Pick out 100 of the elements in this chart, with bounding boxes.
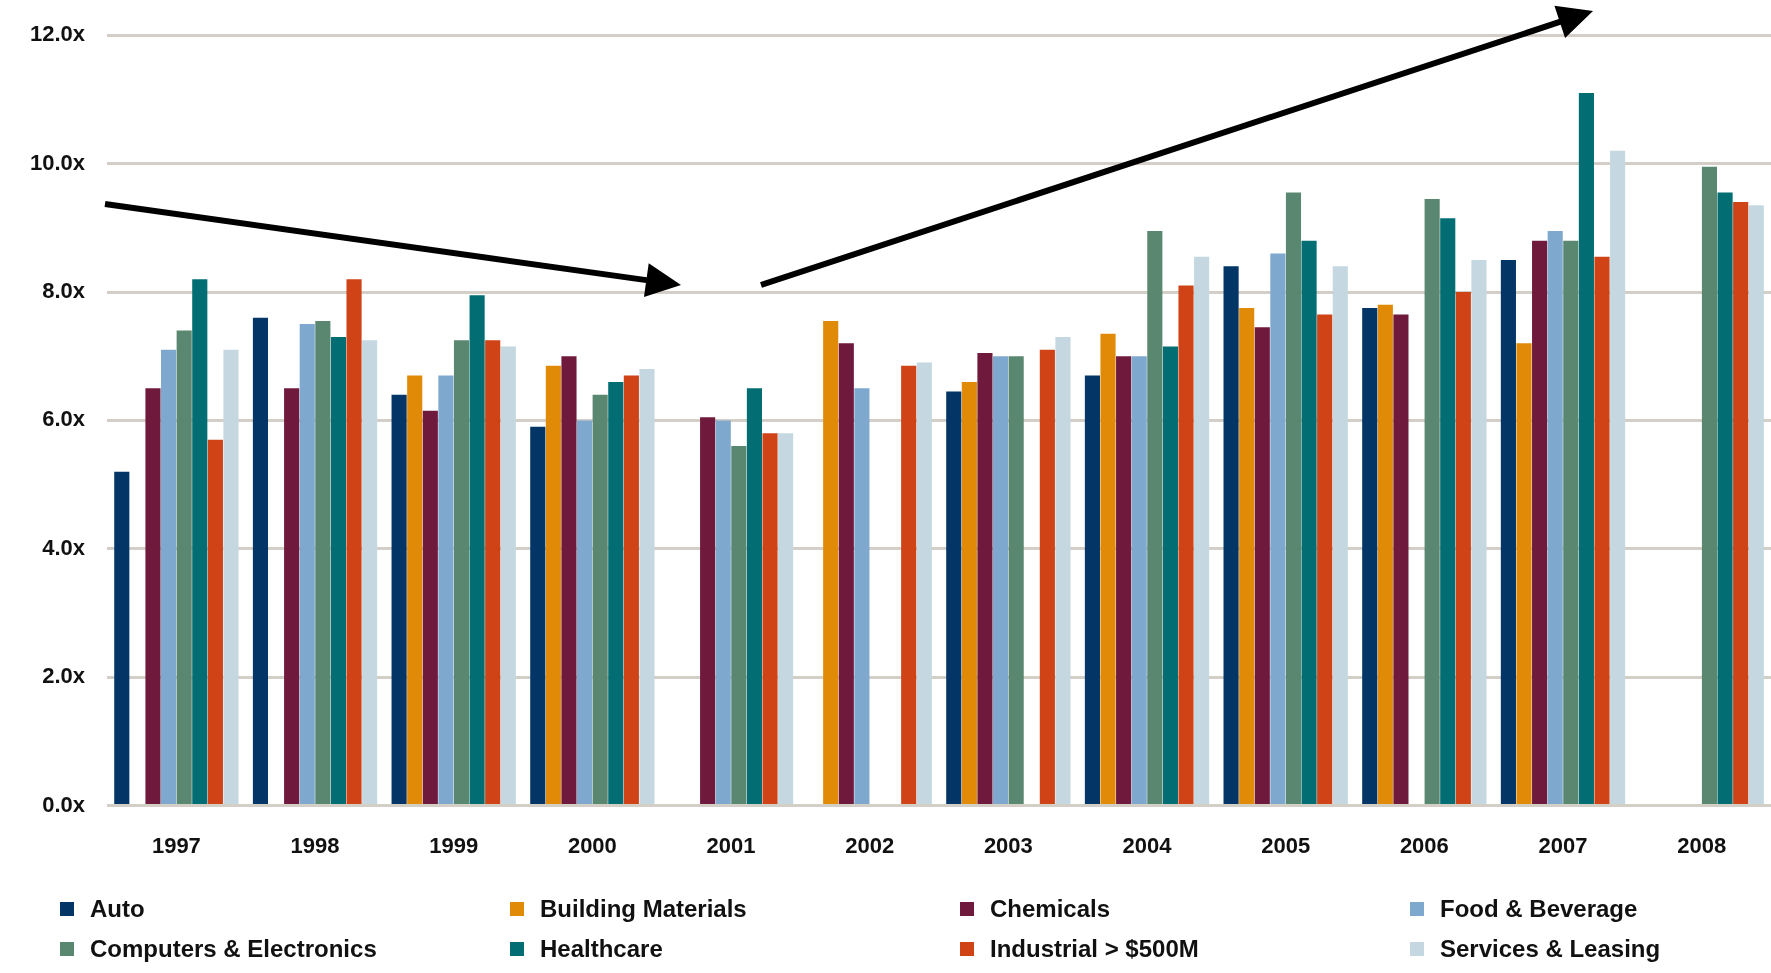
bar — [1317, 314, 1333, 805]
bar — [1131, 356, 1147, 805]
bar — [700, 417, 716, 805]
bar — [1008, 356, 1024, 805]
bar — [192, 279, 208, 805]
bar — [1084, 375, 1100, 805]
x-tick-label: 1999 — [429, 832, 479, 858]
bar — [639, 369, 655, 805]
bar — [500, 346, 516, 805]
bar — [1516, 343, 1532, 805]
bar — [330, 336, 347, 805]
bar — [1147, 231, 1163, 805]
bar — [1377, 304, 1393, 805]
bar — [1332, 266, 1348, 805]
bar — [1532, 240, 1548, 805]
bar — [362, 340, 378, 805]
bar — [1455, 292, 1471, 805]
bar — [1239, 308, 1255, 805]
legend-label: Chemicals — [990, 895, 1111, 923]
bar — [485, 340, 501, 805]
legend-label: Healthcare — [540, 935, 663, 963]
bar — [1362, 308, 1378, 805]
bar — [1285, 192, 1302, 805]
legend-label: Food & Beverage — [1440, 895, 1638, 923]
bar — [346, 279, 362, 805]
bar — [453, 340, 470, 805]
bar — [946, 391, 962, 805]
bar — [315, 320, 331, 805]
bar — [715, 420, 731, 805]
y-tick-label: 10.0x — [29, 149, 86, 175]
bar — [1547, 231, 1563, 805]
legend-label: Building Materials — [540, 895, 747, 923]
x-tick-label: 2007 — [1538, 832, 1588, 858]
bar — [161, 349, 177, 805]
bar — [1440, 218, 1456, 805]
x-tick-label: 1997 — [151, 832, 201, 858]
bar — [469, 295, 485, 805]
bar — [1270, 253, 1286, 805]
legend-label: Services & Leasing — [1440, 935, 1661, 963]
bar — [977, 352, 993, 805]
bar — [577, 420, 593, 805]
bar — [1039, 349, 1055, 805]
bar — [1471, 259, 1487, 805]
bar — [1717, 192, 1733, 805]
legend-label: Industrial > $500M — [990, 935, 1199, 963]
bar — [252, 317, 269, 805]
bar — [1301, 240, 1317, 805]
bar — [176, 330, 192, 805]
bar — [916, 362, 932, 805]
bar — [545, 365, 561, 805]
y-tick-label: 8.0x — [42, 278, 86, 304]
bar — [1100, 333, 1116, 805]
y-tick-label: 4.0x — [42, 534, 86, 560]
bar — [901, 365, 917, 805]
bar — [1733, 202, 1749, 805]
legend-label: Computers & Electronics — [90, 935, 377, 963]
bar — [1055, 336, 1071, 805]
bar — [1162, 346, 1178, 805]
bar — [114, 471, 130, 805]
bar — [207, 439, 223, 805]
x-tick-label: 2004 — [1122, 832, 1173, 858]
bar — [778, 433, 794, 805]
bar — [145, 388, 161, 805]
x-tick-label: 2005 — [1261, 832, 1311, 858]
bar — [608, 381, 624, 805]
bar — [1194, 256, 1210, 805]
y-tick-label: 12.0x — [29, 21, 86, 47]
bar — [223, 349, 239, 805]
bar — [530, 426, 546, 805]
bar — [1748, 205, 1764, 805]
x-tick-label: 2002 — [845, 832, 895, 858]
bar — [422, 410, 438, 805]
bar — [854, 388, 870, 805]
bar — [762, 433, 778, 805]
y-tick-label: 0.0x — [42, 791, 86, 817]
y-tick-label: 6.0x — [42, 406, 86, 432]
bar — [1254, 327, 1270, 805]
x-tick-label: 2001 — [706, 832, 756, 858]
bar — [1594, 256, 1610, 805]
x-tick-label: 2008 — [1677, 832, 1727, 858]
bar — [1178, 285, 1194, 805]
bar — [823, 320, 839, 805]
legend-label: Auto — [90, 895, 145, 923]
bar — [731, 446, 747, 805]
bar — [1500, 259, 1516, 805]
bar — [284, 388, 300, 805]
bar — [438, 375, 454, 805]
bar — [592, 394, 608, 805]
bar — [407, 375, 423, 805]
bar — [1563, 240, 1579, 805]
bar — [746, 388, 762, 805]
x-tick-label: 2006 — [1399, 832, 1449, 858]
bar — [1393, 314, 1409, 805]
bar — [299, 324, 315, 805]
bar — [961, 381, 977, 805]
x-tick-label: 2000 — [567, 832, 617, 858]
bar — [623, 375, 639, 805]
bar — [1578, 92, 1594, 805]
x-tick-label: 2003 — [983, 832, 1033, 858]
bar — [1701, 166, 1718, 805]
